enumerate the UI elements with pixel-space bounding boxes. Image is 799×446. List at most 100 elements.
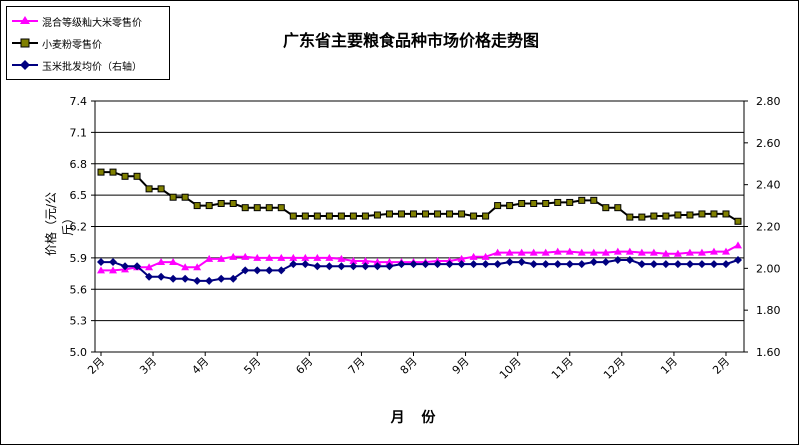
y-right-tick-label: 1.60 <box>756 346 781 359</box>
data-point <box>337 262 346 271</box>
x-tick-label: 3月 <box>137 355 159 377</box>
data-point <box>613 247 622 255</box>
data-point <box>349 257 358 265</box>
data-point <box>277 204 285 212</box>
data-point <box>590 196 598 204</box>
x-tick-label: 6月 <box>293 355 315 377</box>
y-left-tick-label: 6.5 <box>70 189 88 202</box>
data-point <box>697 260 706 269</box>
data-point <box>434 210 442 218</box>
y-left-tick-label: 5.9 <box>70 252 88 265</box>
data-point <box>301 260 310 269</box>
x-tick-label: 4月 <box>189 355 211 377</box>
data-point <box>481 260 490 269</box>
y-right-tick-label: 1.80 <box>756 304 781 317</box>
data-point <box>493 248 502 256</box>
data-point <box>577 248 586 256</box>
x-tick-label: 5月 <box>241 355 263 377</box>
data-point <box>602 204 610 212</box>
legend-item-corn: 玉米批发均价（右轴） <box>11 56 167 74</box>
data-point <box>613 255 622 264</box>
data-point <box>133 262 142 271</box>
y-right-tick-label: 2.20 <box>756 221 781 234</box>
data-point <box>157 185 165 193</box>
data-point <box>181 263 190 271</box>
data-point <box>589 258 598 267</box>
data-point <box>709 260 718 269</box>
data-point <box>349 262 358 271</box>
data-point <box>638 213 646 221</box>
data-point <box>661 249 670 257</box>
legend-label-corn: 玉米批发均价（右轴） <box>42 62 142 73</box>
data-point <box>205 254 214 262</box>
data-point <box>565 247 574 255</box>
x-tick-label: 12月 <box>601 355 628 382</box>
data-point <box>409 210 417 218</box>
y-left-tick-label: 6.8 <box>70 158 88 171</box>
data-point <box>217 254 226 262</box>
data-point <box>373 258 382 266</box>
data-point <box>385 258 394 266</box>
data-point <box>650 212 658 220</box>
data-point <box>457 254 466 262</box>
data-point <box>361 212 369 220</box>
data-point <box>661 260 670 269</box>
x-tick-label: 1月 <box>658 355 680 377</box>
data-point <box>361 257 370 265</box>
data-point <box>577 260 586 269</box>
data-point <box>529 260 538 269</box>
data-point <box>253 253 262 261</box>
data-point <box>710 210 718 218</box>
data-point <box>482 212 490 220</box>
data-point <box>601 248 610 256</box>
y-left-tick-label: 7.1 <box>70 126 88 139</box>
data-point <box>241 266 250 275</box>
data-point <box>481 252 490 260</box>
data-point <box>649 248 658 256</box>
data-point <box>722 210 730 218</box>
data-point <box>457 260 466 269</box>
x-tick-label: 11月 <box>549 355 576 382</box>
data-point <box>193 276 202 285</box>
data-point <box>685 248 694 256</box>
data-point <box>649 260 658 269</box>
data-point <box>325 253 334 261</box>
legend-item-flour: 小麦粉零售价 <box>11 34 167 52</box>
data-point <box>566 198 574 206</box>
data-point <box>578 196 586 204</box>
y-left-tick-label: 5.3 <box>70 315 88 328</box>
data-point <box>458 210 466 218</box>
data-point <box>313 262 322 271</box>
data-point <box>109 168 117 176</box>
plot-border <box>94 100 745 353</box>
data-point <box>145 185 153 193</box>
data-point <box>373 262 382 271</box>
data-point <box>361 262 370 271</box>
data-point <box>541 248 550 256</box>
data-point <box>541 260 550 269</box>
data-point <box>397 210 405 218</box>
data-point <box>265 266 274 275</box>
data-point <box>169 258 178 266</box>
data-point <box>205 276 214 285</box>
data-point <box>686 211 694 219</box>
data-point <box>494 202 502 210</box>
data-point <box>253 204 261 212</box>
data-point <box>277 253 286 261</box>
data-point <box>277 266 286 275</box>
data-point <box>422 210 430 218</box>
y-left-tick-label: 5.0 <box>70 346 88 359</box>
data-point <box>493 260 502 269</box>
data-point <box>554 198 562 206</box>
data-point <box>145 272 154 281</box>
data-point <box>553 260 562 269</box>
data-point <box>169 274 178 283</box>
data-point <box>673 249 682 257</box>
data-point <box>734 217 742 225</box>
x-tick-label: 9月 <box>450 355 472 377</box>
data-point <box>697 248 706 256</box>
y-right-tick-label: 2.40 <box>756 179 781 192</box>
diamond-marker-icon <box>12 60 38 70</box>
